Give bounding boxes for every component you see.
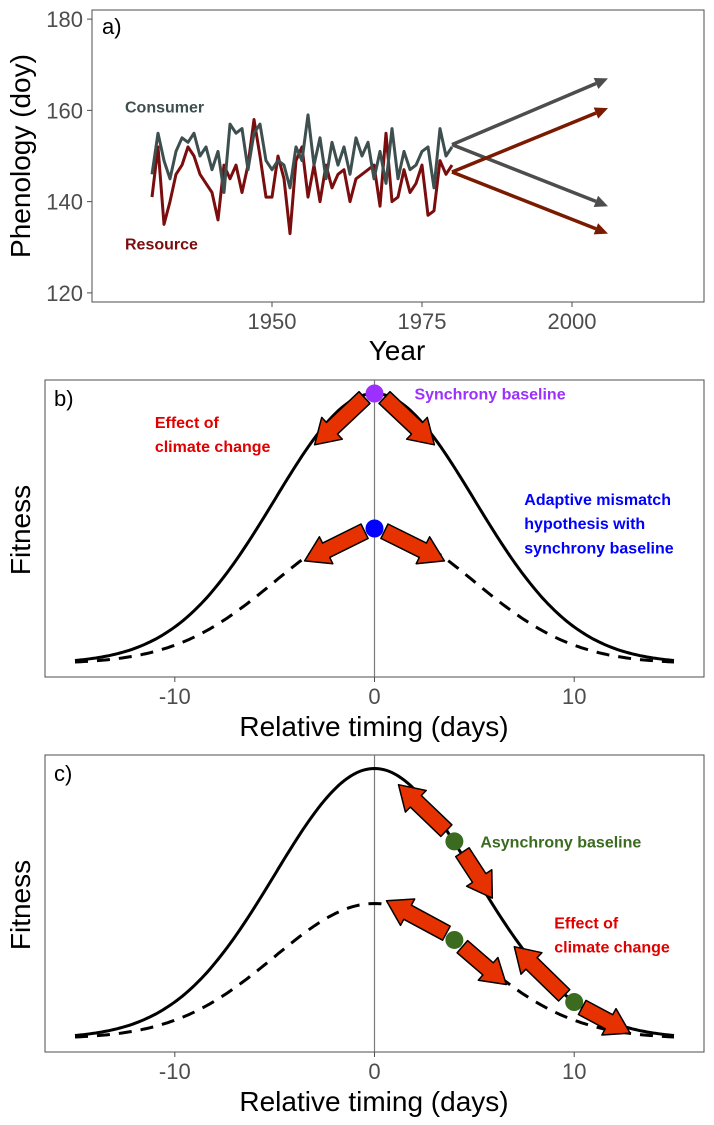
panel-c-effect-arrow-4 (513, 945, 571, 1002)
panel-c-ylabel: Fitness (5, 860, 36, 950)
panel-a-ylabel: Phenology (doy) (5, 54, 36, 258)
panel-c-curve-dashed (74, 901, 675, 1039)
panel-a-label: a) (102, 14, 122, 39)
projection-arrow-consumer-0-shaft (451, 81, 597, 147)
panel-c-marks: -10 0 10 Asynchrony baseline Effect of climat… (74, 755, 675, 1084)
panel-c-point-2 (565, 993, 584, 1012)
panel-b-annotation-4: hypothesis with (524, 516, 645, 533)
panel-b-x-tick-label: 0 (368, 684, 380, 709)
panel-a-y-tick-label: 140 (46, 190, 83, 215)
panel-c-x-tick-label: 10 (562, 1059, 586, 1084)
panel-c-point-1 (445, 930, 464, 949)
projection-arrow-consumer-1-head (593, 195, 608, 207)
projection-arrow-consumer-0-head (593, 78, 608, 89)
panel-b: -10 0 10 Synchrony baseline Effect of climate… (5, 379, 705, 742)
projection-arrow-resource-3-shaft (451, 170, 597, 231)
panel-a-marks: 120 140 160 180 1950 1975 2000 Consumer Resource (46, 7, 608, 334)
panel-b-point-1 (365, 519, 384, 538)
panel-b-effect-arrow-3 (380, 523, 446, 565)
panel-b-xlabel: Relative timing (days) (239, 711, 508, 742)
series-label-resource: Resource (125, 237, 198, 254)
panel-c-point-0 (445, 832, 464, 851)
panel-a-frame (91, 9, 705, 303)
series-line-consumer (150, 113, 454, 194)
panel-b-annotation-3: Adaptive mismatch (524, 492, 671, 509)
panel-c-annotation-0: Asynchrony baseline (480, 834, 641, 851)
panel-c-effect-arrow-2 (385, 898, 451, 941)
panel-b-point-0 (365, 384, 384, 403)
panel-a-y-tick-label: 160 (46, 98, 83, 123)
panel-c-x-tick-label: 0 (368, 1059, 380, 1084)
panel-b-label: b) (54, 386, 74, 411)
panel-b-x-tick-label: 10 (562, 684, 586, 709)
panel-a-x-tick-label: 1975 (398, 309, 447, 334)
panel-c-annotation-1: Effect of (554, 915, 619, 932)
panel-c-annotation-2: climate change (554, 940, 670, 957)
panel-c-xlabel: Relative timing (days) (239, 1086, 508, 1117)
panel-b-effect-arrow-2 (303, 523, 369, 565)
projection-arrow-consumer-1-shaft (451, 142, 597, 204)
panel-c-effect-arrow-1 (454, 847, 494, 899)
panel-c-effect-arrow-0 (397, 783, 453, 838)
projection-arrow-resource-2-head (593, 107, 608, 119)
panel-a-xlabel: Year (369, 335, 426, 366)
series-label-consumer: Consumer (125, 100, 204, 117)
panel-a-x-tick-label: 2000 (548, 309, 597, 334)
panel-a: 120 140 160 180 1950 1975 2000 Consumer Resource… (5, 7, 705, 366)
projection-arrow-resource-2-shaft (451, 111, 597, 174)
panel-b-marks: -10 0 10 Synchrony baseline Effect of climate… (74, 380, 675, 709)
panel-c-label: c) (54, 761, 72, 786)
series-line-resource (150, 118, 454, 236)
panel-c: -10 0 10 Asynchrony baseline Effect of climat… (5, 754, 705, 1117)
panel-b-annotation-2: climate change (155, 439, 271, 456)
panel-a-y-tick-label: 120 (46, 281, 83, 306)
panel-b-annotation-5: synchrony baseline (524, 540, 673, 557)
panel-b-effect-arrow-1 (378, 390, 436, 446)
panel-b-annotation-1: Effect of (155, 415, 220, 432)
panel-a-x-tick-label: 1950 (248, 309, 297, 334)
panel-b-ylabel: Fitness (5, 485, 36, 575)
projection-arrow-resource-3-head (593, 223, 608, 235)
panel-c-x-tick-label: -10 (159, 1059, 191, 1084)
panel-c-effect-arrow-3 (456, 939, 508, 986)
panel-b-annotation-0: Synchrony baseline (414, 387, 565, 404)
panel-b-effect-arrow-0 (313, 390, 371, 446)
panel-a-y-tick-label: 180 (46, 7, 83, 32)
panel-c-effect-arrow-5 (577, 999, 631, 1036)
panel-b-x-tick-label: -10 (159, 684, 191, 709)
